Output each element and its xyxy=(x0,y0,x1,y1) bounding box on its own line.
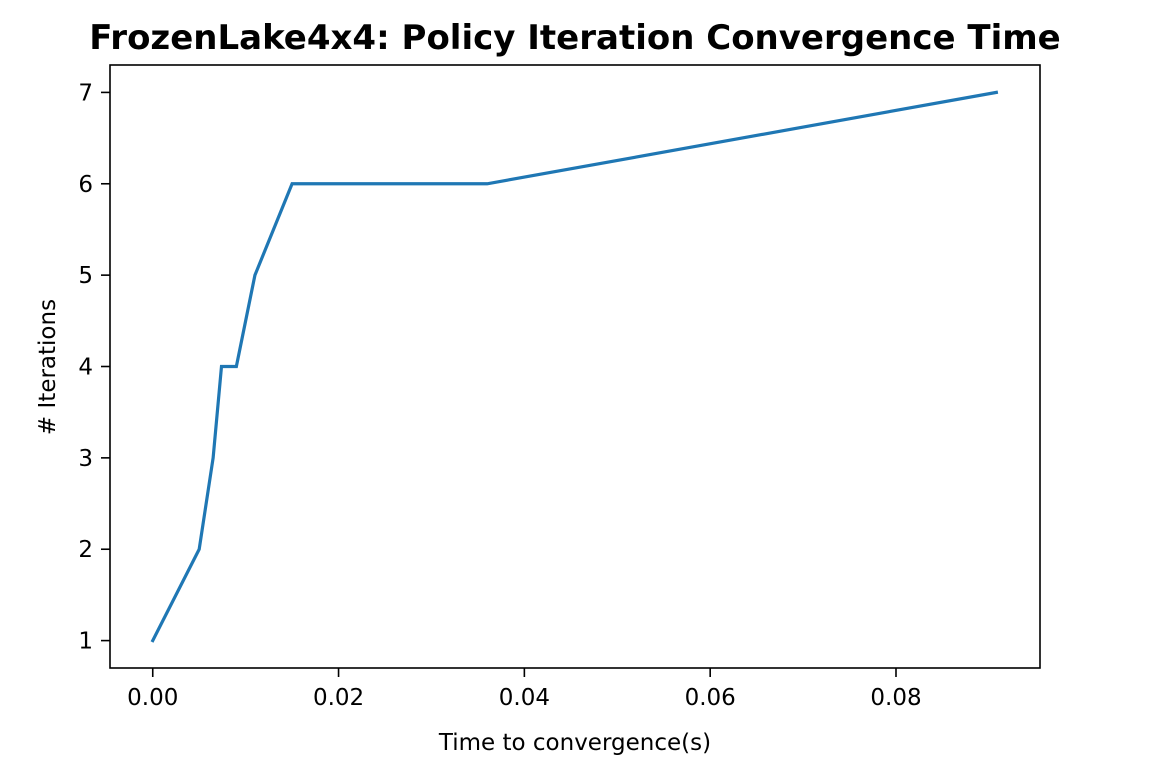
data-point xyxy=(994,90,998,94)
y-tick-label: 1 xyxy=(78,629,93,655)
data-point xyxy=(211,456,215,460)
y-tick-label: 2 xyxy=(78,537,93,563)
x-axis: 0.00 0.02 0.04 0.06 0.08 xyxy=(127,668,922,711)
x-axis-label: Time to convergence(s) xyxy=(438,730,711,756)
x-tick-label: 0.02 xyxy=(313,685,364,711)
data-point xyxy=(253,273,257,277)
y-tick-label: 6 xyxy=(78,172,93,198)
series-line xyxy=(150,90,999,643)
chart-title: FrozenLake4x4: Policy Iteration Converge… xyxy=(89,18,1061,58)
data-point xyxy=(234,365,238,369)
x-tick-label: 0.06 xyxy=(685,685,736,711)
x-tick-label: 0.04 xyxy=(499,685,550,711)
data-point xyxy=(197,547,201,551)
y-tick-label: 4 xyxy=(78,355,93,381)
data-point xyxy=(151,639,155,643)
x-tick-label: 0.08 xyxy=(870,685,921,711)
y-tick-label: 5 xyxy=(78,263,93,289)
y-axis-label: # Iterations xyxy=(35,299,61,435)
x-tick-label: 0.00 xyxy=(127,685,178,711)
y-tick-label: 7 xyxy=(78,80,93,106)
y-tick-label: 3 xyxy=(78,446,93,472)
y-axis: 1 2 3 4 5 6 7 xyxy=(78,80,110,655)
data-point xyxy=(485,182,489,186)
data-point xyxy=(219,365,223,369)
data-point xyxy=(290,182,294,186)
